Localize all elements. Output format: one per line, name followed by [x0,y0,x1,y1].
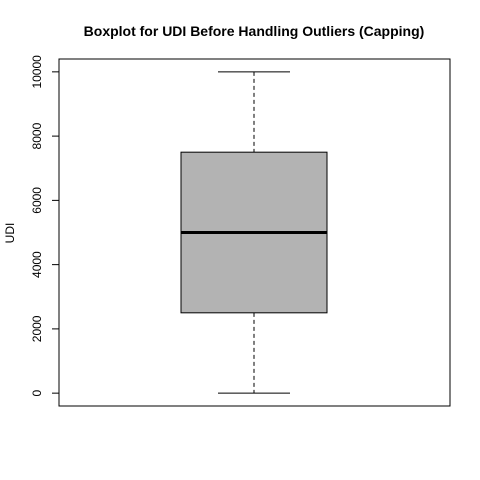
chart-title: Boxplot for UDI Before Handling Outliers… [84,23,425,39]
y-axis: 0 2000 4000 6000 8000 10000 [30,55,60,396]
box-group [180,71,328,394]
y-axis-label: UDI [3,223,17,244]
y-tick-label: 10000 [30,55,44,89]
y-tick-label: 6000 [30,187,44,214]
y-tick-label: 0 [30,389,44,396]
y-tick-label: 8000 [30,122,44,149]
y-tick-label: 2000 [30,315,44,342]
y-tick-label: 4000 [30,251,44,278]
